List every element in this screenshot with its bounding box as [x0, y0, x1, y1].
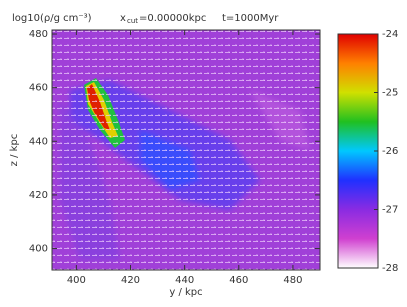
- title-sub: cut: [127, 17, 138, 25]
- density-field: [52, 30, 320, 270]
- x-tick-label: 440: [175, 275, 194, 286]
- title-quantity: log10(ρ/g cm⁻³): [12, 13, 92, 24]
- colorbar-tick-label: -28: [382, 263, 398, 274]
- x-tick-label: 480: [283, 275, 302, 286]
- y-axis-label: z / kpc: [9, 134, 20, 167]
- colorbar: -24 -25 -26 -27 -28: [337, 29, 398, 274]
- colorbar-tick-label: -27: [382, 205, 398, 216]
- colorbar-tick-label: -26: [382, 146, 398, 157]
- x-tick-label: 420: [121, 275, 140, 286]
- y-tick-label: 420: [29, 190, 48, 201]
- colorbar-tick-label: -25: [382, 88, 398, 99]
- x-tick-label: 400: [67, 275, 86, 286]
- title-cut: =0.00000kpc: [139, 13, 206, 24]
- y-tick-label: 480: [29, 29, 48, 40]
- title-time: t=1000Myr: [222, 13, 279, 24]
- colorbar-tick-label: -24: [382, 29, 398, 40]
- y-tick-label: 460: [29, 83, 48, 94]
- title-x: x: [120, 13, 126, 24]
- y-tick-label: 400: [29, 244, 48, 255]
- y-tick-label: 440: [29, 136, 48, 147]
- plot-frame: [51, 29, 321, 271]
- x-tick-label: 460: [229, 275, 248, 286]
- colorbar-fill: [337, 33, 379, 269]
- x-axis-label: y / kpc: [169, 287, 202, 298]
